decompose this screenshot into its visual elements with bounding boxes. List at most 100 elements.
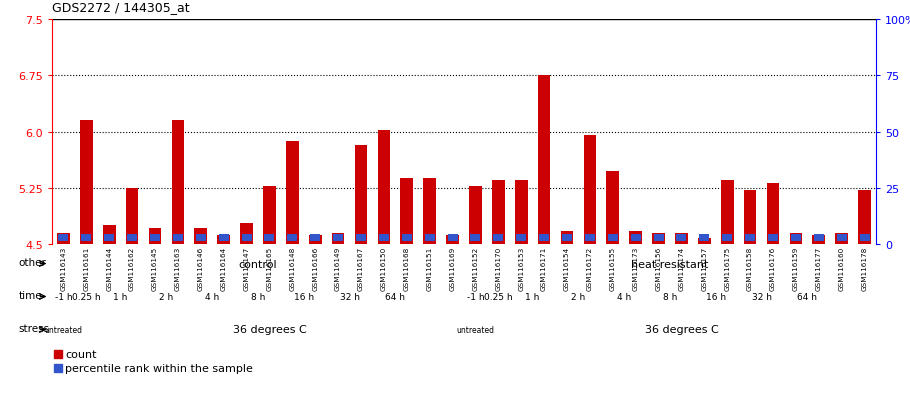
Text: -1 h: -1 h — [55, 292, 72, 301]
Bar — [240, 223, 253, 244]
Text: -1 h: -1 h — [467, 292, 484, 301]
Bar — [54, 364, 62, 372]
Bar — [195, 228, 207, 244]
Bar — [308, 235, 321, 244]
Bar — [448, 234, 458, 242]
Bar — [425, 234, 435, 242]
Bar — [835, 233, 848, 244]
Text: control: control — [238, 259, 278, 269]
Bar — [80, 121, 93, 244]
Bar — [813, 235, 825, 244]
Text: 4 h: 4 h — [205, 292, 219, 301]
Bar — [286, 141, 298, 244]
Bar — [653, 234, 663, 242]
Bar — [400, 178, 413, 244]
Bar — [768, 234, 778, 242]
Bar — [446, 235, 459, 244]
Bar — [355, 146, 368, 244]
Bar — [263, 186, 276, 244]
Text: 32 h: 32 h — [339, 292, 359, 301]
Bar — [743, 190, 756, 244]
Bar — [675, 233, 688, 244]
Bar — [150, 234, 160, 242]
Bar — [401, 234, 412, 242]
Bar — [606, 171, 619, 244]
Bar — [423, 178, 436, 244]
Bar — [241, 234, 251, 242]
Bar — [332, 233, 344, 244]
Text: 36 degrees C: 36 degrees C — [233, 325, 307, 335]
Text: 1 h: 1 h — [114, 292, 127, 301]
Text: time: time — [18, 290, 42, 300]
Bar — [790, 233, 803, 244]
Bar — [539, 234, 549, 242]
Bar — [699, 234, 710, 242]
Text: untreated: untreated — [45, 325, 83, 334]
Bar — [57, 233, 70, 244]
Bar — [81, 234, 91, 242]
Bar — [148, 228, 161, 244]
Bar — [378, 131, 390, 244]
Text: 2 h: 2 h — [159, 292, 174, 301]
Bar — [858, 190, 871, 244]
Bar — [127, 234, 137, 242]
Text: 2 h: 2 h — [571, 292, 585, 301]
Bar — [104, 234, 115, 242]
Bar — [631, 234, 641, 242]
Text: 36 degrees C: 36 degrees C — [644, 325, 718, 335]
Text: 8 h: 8 h — [251, 292, 265, 301]
Bar — [288, 234, 298, 242]
Text: GDS2272 / 144305_at: GDS2272 / 144305_at — [52, 1, 189, 14]
Text: 0.25 h: 0.25 h — [72, 292, 101, 301]
Text: heat resistant: heat resistant — [632, 259, 709, 269]
Bar — [698, 238, 711, 244]
Bar — [492, 181, 505, 244]
Bar — [836, 234, 846, 242]
Bar — [608, 234, 618, 242]
Bar — [538, 76, 551, 244]
Bar — [652, 233, 665, 244]
Bar — [721, 181, 733, 244]
Bar — [196, 234, 206, 242]
Text: stress: stress — [18, 323, 49, 333]
Bar — [126, 188, 138, 244]
Bar — [265, 234, 275, 242]
Bar — [333, 234, 343, 242]
Text: 1 h: 1 h — [525, 292, 540, 301]
Text: count: count — [65, 349, 96, 359]
Bar — [676, 234, 686, 242]
Text: 64 h: 64 h — [385, 292, 405, 301]
Text: 0.25 h: 0.25 h — [484, 292, 512, 301]
Bar — [767, 183, 779, 244]
Text: 16 h: 16 h — [706, 292, 726, 301]
Text: other: other — [18, 257, 46, 267]
Bar — [630, 231, 642, 244]
Text: 16 h: 16 h — [294, 292, 314, 301]
Bar — [103, 225, 116, 244]
Bar — [173, 234, 183, 242]
Bar — [379, 234, 389, 242]
Bar — [791, 234, 801, 242]
Bar — [54, 350, 62, 358]
Text: percentile rank within the sample: percentile rank within the sample — [65, 363, 253, 373]
Bar — [745, 234, 755, 242]
Bar — [217, 235, 230, 244]
Bar — [860, 234, 870, 242]
Text: 32 h: 32 h — [752, 292, 772, 301]
Bar — [583, 136, 596, 244]
Bar — [470, 186, 481, 244]
Bar — [470, 234, 480, 242]
Bar — [516, 234, 526, 242]
Bar — [356, 234, 366, 242]
Bar — [814, 234, 824, 242]
Bar — [58, 234, 68, 242]
Text: untreated: untreated — [457, 325, 494, 334]
Bar — [562, 234, 572, 242]
Bar — [310, 234, 320, 242]
Bar — [218, 234, 228, 242]
Bar — [561, 231, 573, 244]
Text: 64 h: 64 h — [797, 292, 817, 301]
Text: 4 h: 4 h — [617, 292, 632, 301]
Bar — [493, 234, 503, 242]
Text: 8 h: 8 h — [662, 292, 677, 301]
